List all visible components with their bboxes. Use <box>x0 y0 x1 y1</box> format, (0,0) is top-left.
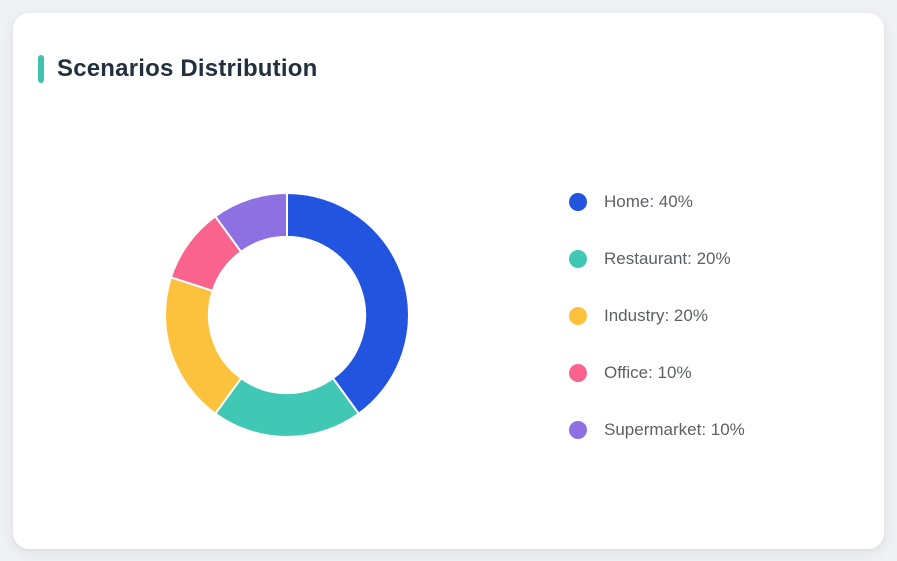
legend-dot-home <box>569 193 587 211</box>
donut-slice-supermarket[interactable] <box>214 192 288 253</box>
card-title: Scenarios Distribution <box>57 55 318 82</box>
legend-label-industry: Industry: 20% <box>604 306 708 325</box>
donut-slice-industry[interactable] <box>164 276 243 415</box>
legend-item-supermarket[interactable]: Supermarket: 10% <box>569 420 745 440</box>
donut-chart[interactable] <box>162 190 412 440</box>
legend-label-office: Office: 10% <box>604 363 692 382</box>
legend-label-restaurant: Restaurant: 20% <box>604 249 731 268</box>
legend-dot-restaurant <box>569 250 587 268</box>
legend-label-home: Home: 40% <box>604 192 693 211</box>
legend-dot-office <box>569 364 587 382</box>
donut-slice-restaurant[interactable] <box>214 377 360 438</box>
legend-item-office[interactable]: Office: 10% <box>569 363 745 383</box>
scenarios-distribution-card: Scenarios Distribution Home: 40% Restaur… <box>13 13 884 549</box>
legend-label-supermarket: Supermarket: 10% <box>604 420 745 439</box>
donut-slice-home[interactable] <box>286 192 410 415</box>
legend-dot-industry <box>569 307 587 325</box>
chart-legend: Home: 40% Restaurant: 20% Industry: 20% … <box>569 192 745 440</box>
legend-dot-supermarket <box>569 421 587 439</box>
card-header: Scenarios Distribution <box>38 55 317 83</box>
title-accent-bar <box>38 55 44 83</box>
legend-item-restaurant[interactable]: Restaurant: 20% <box>569 249 745 269</box>
legend-item-industry[interactable]: Industry: 20% <box>569 306 745 326</box>
legend-item-home[interactable]: Home: 40% <box>569 192 745 212</box>
